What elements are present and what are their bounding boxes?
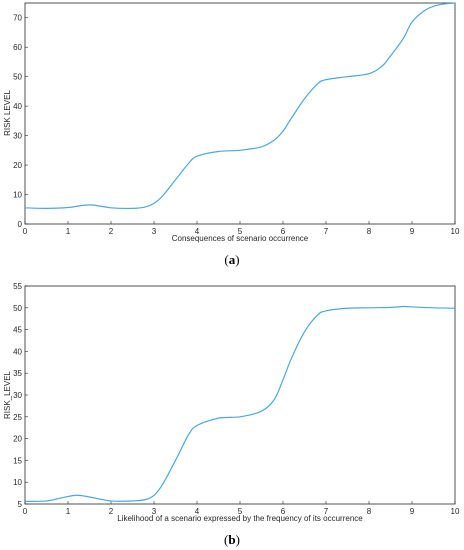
y-tick-label: 60 bbox=[13, 43, 22, 52]
x-tick-label: 6 bbox=[281, 507, 286, 516]
x-tick-label: 5 bbox=[238, 227, 243, 236]
x-tick-label: 10 bbox=[451, 227, 460, 236]
x-tick-label: 2 bbox=[109, 507, 114, 516]
chart-a-plot-area bbox=[24, 2, 456, 225]
y-tick-label: 5 bbox=[18, 500, 23, 509]
y-tick-label: 30 bbox=[13, 391, 22, 400]
chart-b-x-ticks: 0 1 2 3 4 5 6 7 8 9 10 bbox=[23, 501, 460, 516]
x-tick-label: 0 bbox=[23, 227, 28, 236]
chart-b-y-ticks: 5 10 15 20 25 30 35 40 45 50 55 bbox=[13, 282, 28, 509]
chart-a-caption: (a) bbox=[224, 252, 239, 267]
x-tick-label: 7 bbox=[324, 507, 329, 516]
x-tick-label: 10 bbox=[451, 507, 460, 516]
x-tick-label: 0 bbox=[23, 507, 28, 516]
chart-a-x-ticks: 0 1 2 3 4 5 6 7 8 9 10 bbox=[23, 221, 460, 236]
y-tick-label: 20 bbox=[13, 161, 22, 170]
y-tick-label: 40 bbox=[13, 102, 22, 111]
y-tick-label: 55 bbox=[13, 282, 22, 291]
x-tick-label: 3 bbox=[152, 227, 157, 236]
chart-a: 0 1 2 3 4 5 6 7 8 9 10 0 10 20 30 40 50 60 70 Consequence… bbox=[3, 2, 460, 267]
y-tick-label: 10 bbox=[13, 191, 22, 200]
y-tick-label: 70 bbox=[13, 14, 22, 23]
y-tick-label: 45 bbox=[13, 326, 22, 335]
y-tick-label: 0 bbox=[18, 220, 23, 229]
chart-a-xlabel: Consequences of scenario occurrence bbox=[172, 234, 309, 243]
chart-b-plot-area bbox=[24, 285, 456, 505]
y-tick-label: 30 bbox=[13, 132, 22, 141]
y-tick-label: 35 bbox=[13, 369, 22, 378]
x-tick-label: 3 bbox=[152, 507, 157, 516]
y-tick-label: 50 bbox=[13, 304, 22, 313]
x-tick-label: 2 bbox=[109, 227, 114, 236]
x-tick-label: 1 bbox=[66, 507, 71, 516]
x-tick-label: 6 bbox=[281, 227, 286, 236]
x-tick-label: 8 bbox=[367, 227, 372, 236]
chart-b-ylabel: RISK_LEVEL bbox=[3, 370, 12, 419]
x-tick-label: 4 bbox=[195, 227, 200, 236]
chart-b-series-line bbox=[24, 305, 456, 502]
x-tick-label: 4 bbox=[195, 507, 200, 516]
chart-a-y-ticks: 0 10 20 30 40 50 60 70 bbox=[13, 14, 28, 229]
x-tick-label: 8 bbox=[367, 507, 372, 516]
y-tick-label: 50 bbox=[13, 73, 22, 82]
x-tick-label: 1 bbox=[66, 227, 71, 236]
x-tick-label: 5 bbox=[238, 507, 243, 516]
y-tick-label: 15 bbox=[13, 456, 22, 465]
y-tick-label: 20 bbox=[13, 435, 22, 444]
x-tick-label: 7 bbox=[324, 227, 329, 236]
x-tick-label: 9 bbox=[410, 227, 415, 236]
chart-b-xlabel: Likelihood of a scenario expressed by th… bbox=[117, 514, 363, 523]
chart-b-caption: (b) bbox=[224, 532, 240, 547]
y-tick-label: 40 bbox=[13, 347, 22, 356]
y-tick-label: 10 bbox=[13, 478, 22, 487]
chart-a-ylabel: RISK LEVEL bbox=[3, 90, 12, 136]
chart-a-series-line bbox=[24, 2, 456, 210]
y-tick-label: 25 bbox=[13, 413, 22, 422]
x-tick-label: 9 bbox=[410, 507, 415, 516]
